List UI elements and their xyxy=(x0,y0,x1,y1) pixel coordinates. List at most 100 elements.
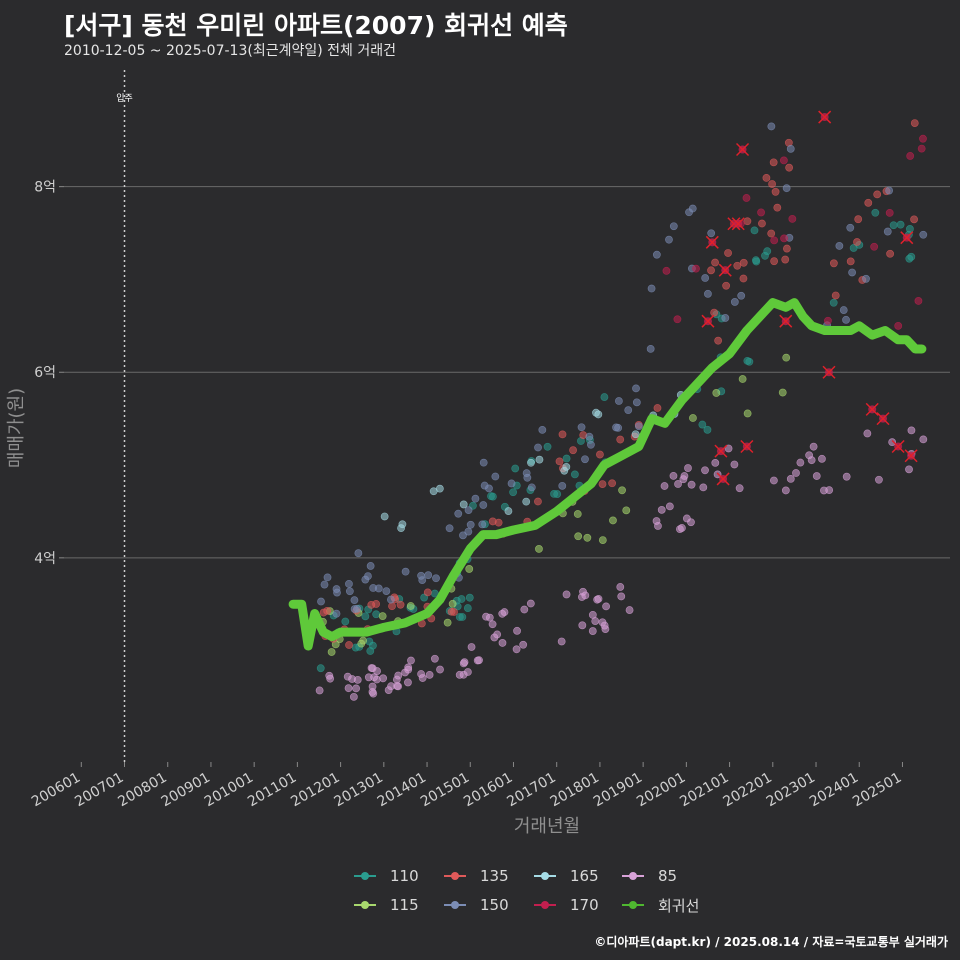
highlight-x-mark xyxy=(731,217,745,231)
data-point-150 xyxy=(534,443,542,452)
legend-item-170: 170 xyxy=(532,895,620,915)
data-point-170 xyxy=(692,264,700,273)
data-point-150 xyxy=(652,250,661,259)
data-point-115 xyxy=(618,486,626,495)
data-point-150 xyxy=(634,422,643,431)
data-point-85 xyxy=(812,472,821,480)
data-point-85 xyxy=(907,426,916,435)
data-point-150 xyxy=(614,423,623,432)
data-point-150 xyxy=(919,230,928,239)
data-point-170 xyxy=(780,234,788,243)
data-point-85 xyxy=(430,654,439,663)
legend-item-135: 135 xyxy=(442,866,532,886)
data-point-150 xyxy=(479,458,488,467)
data-point-110 xyxy=(369,641,377,650)
legend-label: 110 xyxy=(390,867,419,885)
data-point-135 xyxy=(770,257,779,266)
data-point-150 xyxy=(350,596,359,605)
data-point-85 xyxy=(792,469,800,477)
data-point-135 xyxy=(758,219,766,228)
data-point-150 xyxy=(669,222,678,231)
data-point-115 xyxy=(782,353,791,362)
legend-key xyxy=(442,866,468,886)
data-point-150 xyxy=(445,524,454,533)
data-point-150 xyxy=(317,597,325,606)
data-point-150 xyxy=(459,531,467,540)
x-tick-label: 201901 xyxy=(591,770,645,811)
legend-label: 165 xyxy=(570,867,599,885)
data-point-85 xyxy=(488,620,497,629)
x-tick-label: 200901 xyxy=(159,770,213,811)
y-tick-label: 4억 xyxy=(34,551,56,567)
data-point-135 xyxy=(886,249,895,258)
data-point-150 xyxy=(647,284,656,293)
data-point-110 xyxy=(487,492,495,501)
data-point-115 xyxy=(689,414,697,422)
data-point-165 xyxy=(429,487,438,496)
legend-key xyxy=(352,866,378,886)
data-point-135 xyxy=(783,244,791,253)
x-tick-label: 201501 xyxy=(418,770,472,811)
data-point-110 xyxy=(745,357,754,366)
data-point-115 xyxy=(327,648,336,656)
data-point-115 xyxy=(535,545,543,553)
data-point-135 xyxy=(711,258,719,267)
data-point-150 xyxy=(835,242,844,250)
data-point-150 xyxy=(386,595,395,604)
data-point-115 xyxy=(378,612,387,621)
data-point-150 xyxy=(707,229,716,238)
legend-key xyxy=(620,866,646,886)
data-point-85 xyxy=(669,471,678,480)
data-point-85 xyxy=(616,583,625,591)
data-point-135 xyxy=(739,274,748,283)
data-point-135 xyxy=(829,259,838,268)
data-point-135 xyxy=(781,255,790,264)
data-point-85 xyxy=(475,656,483,665)
highlight-x-mark xyxy=(718,263,732,277)
data-point-135 xyxy=(773,203,782,212)
data-point-110 xyxy=(906,225,914,233)
data-point-110 xyxy=(600,393,609,401)
x-tick-label: 201801 xyxy=(548,770,602,811)
data-point-165 xyxy=(631,430,640,439)
data-point-85 xyxy=(625,606,634,614)
legend-label: 115 xyxy=(390,896,419,914)
data-point-110 xyxy=(455,613,464,621)
data-point-150 xyxy=(885,186,894,195)
move-in-label: 입주 xyxy=(116,92,133,104)
data-point-85 xyxy=(526,599,535,608)
data-point-110 xyxy=(752,257,761,266)
data-point-150 xyxy=(848,268,857,277)
data-point-165 xyxy=(522,497,531,506)
data-point-150 xyxy=(527,483,536,492)
x-tick-label: 201201 xyxy=(288,770,342,811)
data-point-85 xyxy=(657,505,666,514)
data-point-85 xyxy=(711,458,720,467)
data-point-135 xyxy=(724,249,732,257)
data-point-150 xyxy=(424,571,433,580)
data-point-135 xyxy=(569,446,577,455)
data-point-150 xyxy=(323,573,332,582)
data-point-135 xyxy=(733,261,742,270)
data-point-170 xyxy=(906,152,915,160)
data-point-150 xyxy=(839,306,848,314)
highlight-x-mark xyxy=(876,412,890,426)
data-point-165 xyxy=(594,410,603,419)
data-point-85 xyxy=(368,688,377,696)
data-point-85 xyxy=(818,454,826,463)
data-point-170 xyxy=(894,321,903,330)
data-point-135 xyxy=(616,435,625,444)
data-point-150 xyxy=(478,520,487,529)
legend-item-150: 150 xyxy=(442,895,532,915)
data-point-85 xyxy=(578,621,587,630)
x-axis-label: 거래년월 xyxy=(514,816,580,837)
data-point-85 xyxy=(735,484,744,493)
data-point-170 xyxy=(742,194,751,202)
data-point-85 xyxy=(781,486,790,495)
data-point-135 xyxy=(768,180,776,188)
data-point-150 xyxy=(632,384,640,393)
data-point-115 xyxy=(583,533,592,542)
data-point-150 xyxy=(701,274,710,282)
regression-line xyxy=(288,298,927,651)
x-tick-label: 202301 xyxy=(764,770,818,811)
